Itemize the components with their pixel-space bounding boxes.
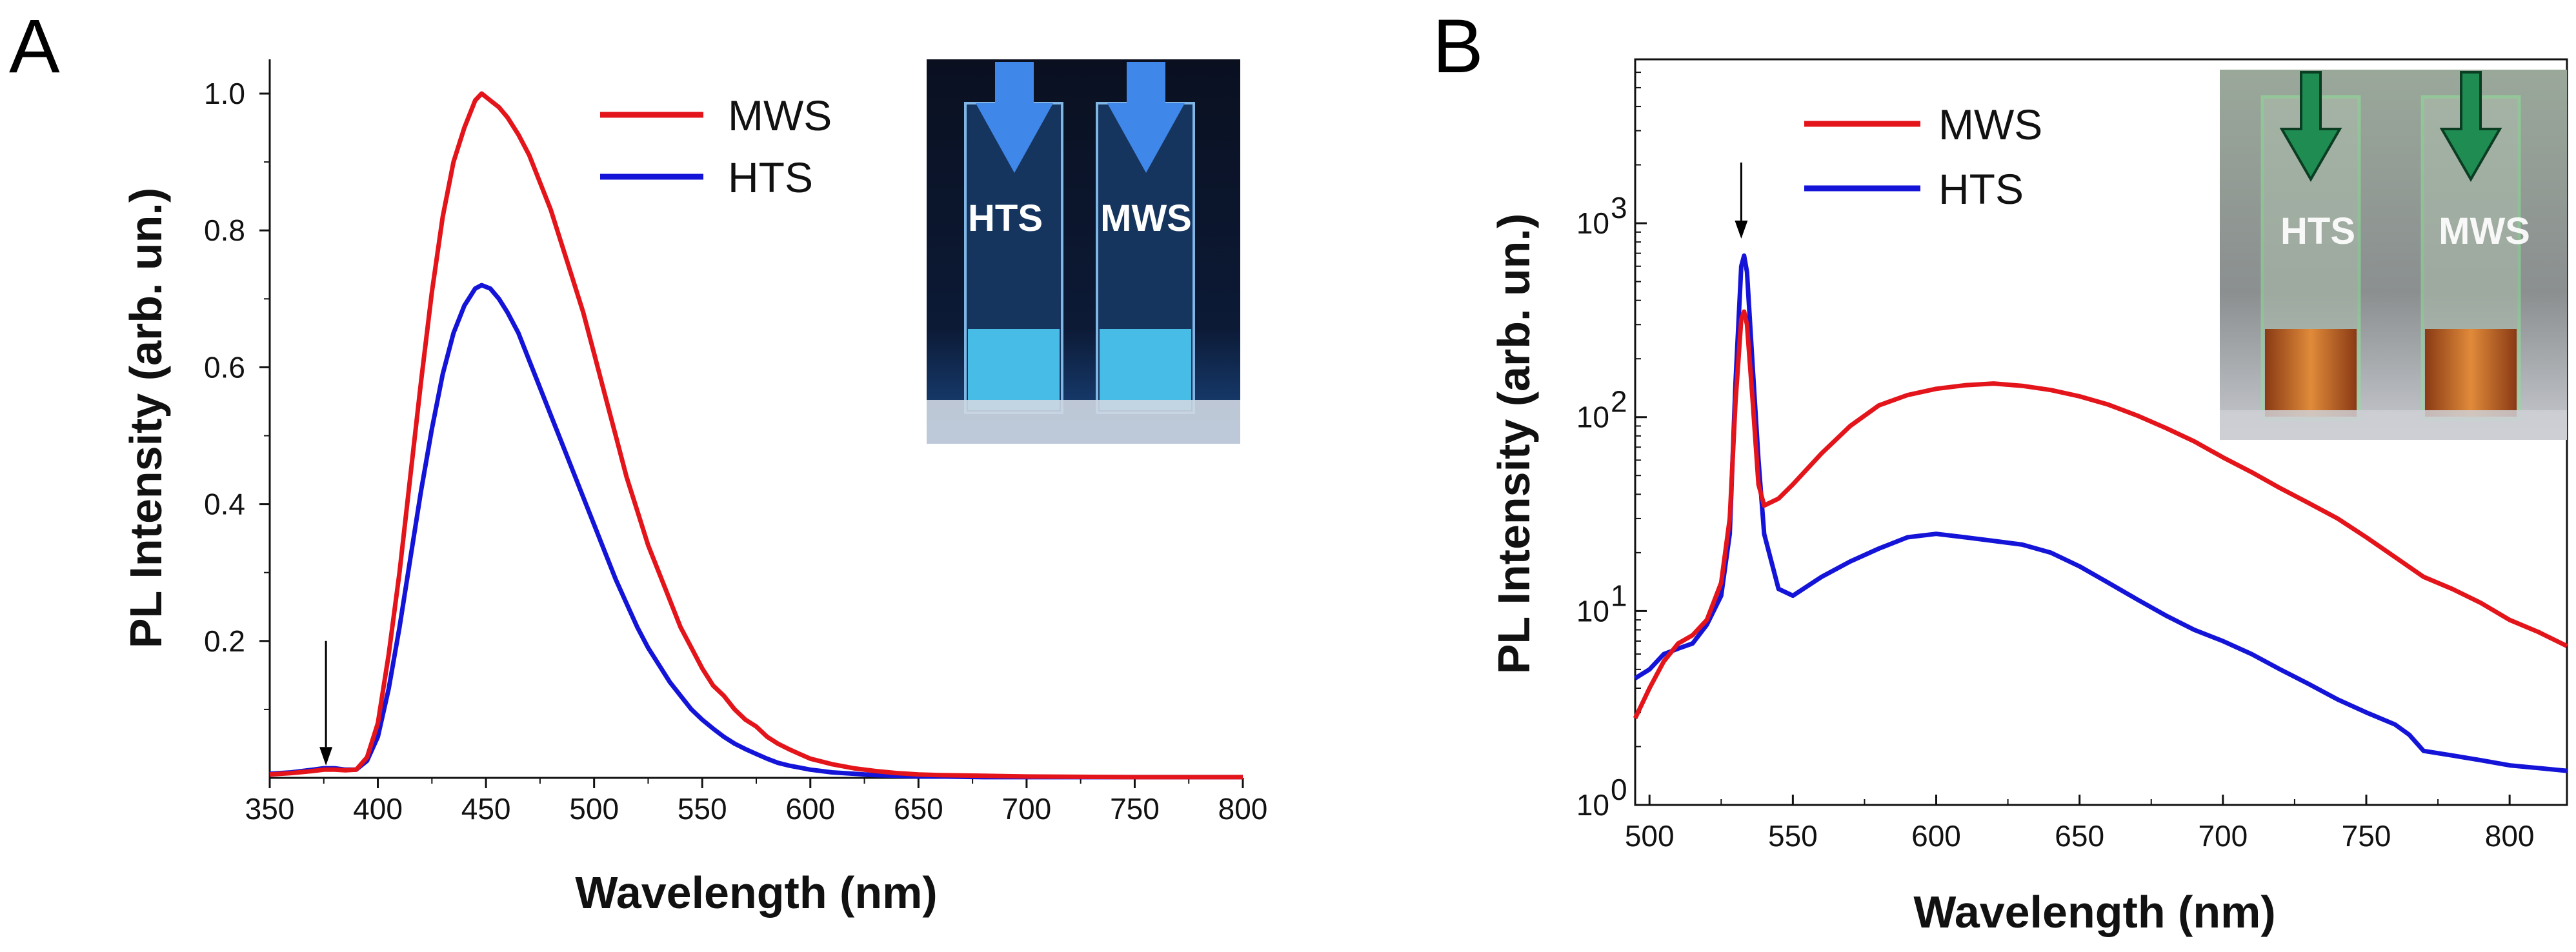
inset-a-label-mws: MWS bbox=[1100, 197, 1192, 239]
y-tick-label: 0.8 bbox=[204, 213, 245, 247]
y-tick-label: 10 bbox=[1576, 788, 1609, 822]
panel-b-legend: MWS HTS bbox=[1804, 101, 2042, 213]
x-tick-label: 800 bbox=[1218, 792, 1268, 826]
panel-a: A 350 400 450 500 550 600 650 700 750 800 0.20.40… bbox=[9, 4, 1267, 918]
x-tick-label: 350 bbox=[245, 792, 295, 826]
x-tick-label: 650 bbox=[2055, 819, 2104, 853]
y-tick-label: 0.4 bbox=[204, 488, 245, 521]
legend-label-hts: HTS bbox=[1938, 165, 2024, 213]
y-tick-exponent: 1 bbox=[1611, 579, 1627, 612]
y-tick-exponent: 3 bbox=[1611, 191, 1627, 224]
y-tick-exponent: 2 bbox=[1611, 385, 1627, 419]
inset-b-label-hts: HTS bbox=[2280, 210, 2355, 252]
panel-a-inset-photo: HTS MWS bbox=[927, 59, 1240, 444]
panel-a-series bbox=[269, 91, 1243, 780]
series-line-mws bbox=[1633, 309, 2568, 720]
x-tick-label: 400 bbox=[353, 792, 403, 826]
legend-label-mws: MWS bbox=[1938, 101, 2042, 148]
panel-b-inset-photo: HTS MWS bbox=[2220, 70, 2567, 440]
x-tick-label: 600 bbox=[1911, 819, 1961, 853]
arrow-down-icon bbox=[319, 747, 333, 766]
panel-a-letter: A bbox=[9, 4, 60, 89]
inset-b-label-mws: MWS bbox=[2439, 210, 2530, 252]
y-tick-label: 1.0 bbox=[204, 77, 245, 110]
x-tick-label: 750 bbox=[2342, 819, 2391, 853]
x-tick-label: 600 bbox=[785, 792, 835, 826]
panel-b-letter: B bbox=[1433, 4, 1484, 89]
y-tick-label: 10 bbox=[1576, 594, 1609, 628]
panel-a-legend: MWS HTS bbox=[600, 92, 832, 201]
arrow-down-icon bbox=[2279, 71, 2342, 183]
series-line-hts bbox=[269, 283, 1243, 780]
panel-a-x-ticks: 350 400 450 500 550 600 650 700 750 800 bbox=[245, 778, 1268, 826]
y-tick-label: 0.2 bbox=[204, 624, 245, 658]
panel-b-x-axis-title: Wavelength (nm) bbox=[1913, 887, 2275, 937]
legend-label-mws: MWS bbox=[728, 92, 832, 139]
x-tick-label: 450 bbox=[461, 792, 511, 826]
panel-a-x-axis-title: Wavelength (nm) bbox=[575, 868, 937, 918]
panel-a-arrow bbox=[319, 640, 333, 766]
arrow-down-icon bbox=[1735, 221, 1748, 239]
x-tick-label: 750 bbox=[1110, 792, 1160, 826]
x-tick-label: 500 bbox=[1625, 819, 1675, 853]
panel-a-y-axis-title: PL Intensity (arb. un.) bbox=[121, 188, 171, 648]
panel-b-y-axis-title: PL Intensity (arb. un.) bbox=[1489, 213, 1539, 674]
y-tick-label: 10 bbox=[1576, 401, 1609, 434]
arrow-down-icon bbox=[976, 62, 1053, 173]
x-tick-label: 500 bbox=[569, 792, 619, 826]
x-tick-label: 700 bbox=[1002, 792, 1052, 826]
inset-a-label-hts: HTS bbox=[968, 197, 1043, 239]
x-tick-label: 700 bbox=[2198, 819, 2248, 853]
arrow-down-icon bbox=[2439, 71, 2502, 183]
y-tick-exponent: 0 bbox=[1611, 773, 1627, 806]
x-tick-label: 800 bbox=[2485, 819, 2535, 853]
arrow-down-icon bbox=[1107, 62, 1185, 173]
x-tick-label: 550 bbox=[678, 792, 727, 826]
panel-b-series bbox=[1633, 253, 2568, 773]
panel-a-y-ticks: 0.2 0.4 0.6 0.8 1.0 bbox=[204, 77, 270, 710]
panel-b-x-ticks: 500 550 600 650 700 750 800 bbox=[1625, 795, 2535, 853]
y-tick-label: 0.6 bbox=[204, 350, 245, 384]
panel-b-arrow bbox=[1735, 163, 1748, 239]
legend-label-hts: HTS bbox=[728, 154, 813, 201]
x-tick-label: 650 bbox=[894, 792, 943, 826]
series-line-mws bbox=[269, 91, 1243, 780]
x-tick-label: 550 bbox=[1768, 819, 1818, 853]
y-tick-label: 10 bbox=[1576, 206, 1609, 240]
